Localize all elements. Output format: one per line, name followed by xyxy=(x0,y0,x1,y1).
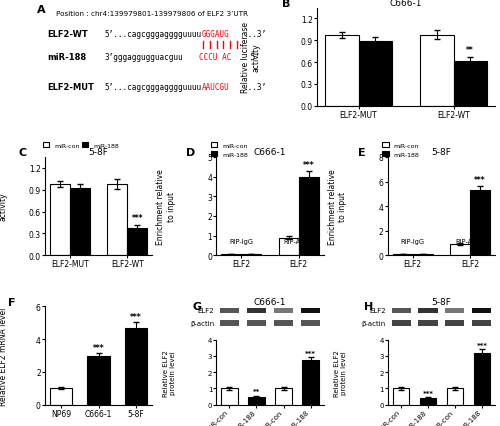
Text: ***: *** xyxy=(93,343,104,352)
Text: G: G xyxy=(193,301,202,311)
Bar xyxy=(474,353,490,405)
Bar xyxy=(274,308,293,313)
Text: ***: *** xyxy=(422,390,434,396)
Y-axis label: Relative luciferase
activity: Relative luciferase activity xyxy=(0,171,8,242)
Text: ELF2-MUT: ELF2-MUT xyxy=(47,83,94,92)
Bar xyxy=(220,320,240,326)
Text: CCCU AC: CCCU AC xyxy=(198,53,231,62)
Text: B: B xyxy=(282,0,290,9)
Bar xyxy=(88,357,110,405)
Bar xyxy=(125,329,148,405)
Bar xyxy=(418,320,438,326)
Y-axis label: Relative ELF2 mRNA level: Relative ELF2 mRNA level xyxy=(0,307,8,405)
Bar xyxy=(70,189,90,256)
Bar xyxy=(445,308,464,313)
Legend: miR-con, miR-188: miR-con, miR-188 xyxy=(43,143,119,149)
Text: E: E xyxy=(358,148,366,158)
Text: H: H xyxy=(364,301,374,311)
Bar xyxy=(302,360,318,405)
Bar xyxy=(392,389,409,405)
Bar xyxy=(298,177,318,256)
Title: C666-1: C666-1 xyxy=(254,148,286,157)
Bar xyxy=(247,320,266,326)
Title: C666-1: C666-1 xyxy=(254,298,286,307)
Bar xyxy=(445,320,464,326)
Bar xyxy=(276,389,291,405)
Text: Position : chr4:139979801-139979806 of ELF2 3’UTR: Position : chr4:139979801-139979806 of E… xyxy=(56,12,248,17)
Bar xyxy=(127,228,148,256)
Text: 5’: 5’ xyxy=(246,53,260,62)
Bar xyxy=(447,389,463,405)
Bar xyxy=(325,36,358,106)
Bar xyxy=(107,185,127,256)
Bar xyxy=(278,238,298,256)
Bar xyxy=(472,320,491,326)
Text: F: F xyxy=(8,297,15,307)
Title: 5-8F: 5-8F xyxy=(432,148,452,157)
Bar xyxy=(392,255,413,256)
Text: ***: *** xyxy=(303,160,314,170)
Bar xyxy=(300,320,320,326)
Text: ELF2: ELF2 xyxy=(369,308,386,314)
Title: 5-8F: 5-8F xyxy=(88,148,108,157)
Y-axis label: Enrichment relative
to input: Enrichment relative to input xyxy=(156,169,176,245)
Text: ELF2-WT: ELF2-WT xyxy=(47,29,88,38)
Text: RIP-Ago2: RIP-Ago2 xyxy=(284,239,314,245)
Y-axis label: Enrichment relative
to input: Enrichment relative to input xyxy=(328,169,347,245)
Y-axis label: Relative ELF2
protein level: Relative ELF2 protein level xyxy=(334,349,347,396)
Title: 5-8F: 5-8F xyxy=(432,298,452,307)
Text: 3’gggaggugguacguu: 3’gggaggugguacguu xyxy=(105,53,184,62)
Bar xyxy=(450,245,470,256)
Text: C: C xyxy=(18,148,26,158)
Text: miR-188: miR-188 xyxy=(47,53,86,62)
Text: ***: *** xyxy=(130,312,142,321)
Text: A: A xyxy=(36,5,45,14)
Title: C666-1: C666-1 xyxy=(390,0,422,8)
Text: RIP-IgG: RIP-IgG xyxy=(230,239,254,245)
Text: β-actin: β-actin xyxy=(190,320,214,326)
Bar xyxy=(413,255,433,256)
Text: ***: *** xyxy=(305,350,316,356)
Bar xyxy=(420,36,454,106)
Bar xyxy=(242,254,262,256)
Bar xyxy=(392,320,411,326)
Text: ***: *** xyxy=(132,213,143,222)
Text: 5’...cagcgggagggguuuu: 5’...cagcgggagggguuuu xyxy=(105,29,202,38)
Bar xyxy=(420,398,436,405)
Text: 5’...cagcgggagggguuuu: 5’...cagcgggagggguuuu xyxy=(105,83,202,92)
Legend: miR-con, miR-188: miR-con, miR-188 xyxy=(211,143,248,157)
Bar xyxy=(50,389,72,405)
Bar xyxy=(220,308,240,313)
Text: RIP-IgG: RIP-IgG xyxy=(401,239,425,245)
Bar xyxy=(50,185,70,256)
Bar xyxy=(392,308,411,313)
Text: β-actin: β-actin xyxy=(362,320,386,326)
Text: ***: *** xyxy=(474,175,486,184)
Text: **: ** xyxy=(253,389,260,394)
Bar xyxy=(470,191,490,256)
Legend: miR-con, miR-188: miR-con, miR-188 xyxy=(382,143,420,157)
Text: ELF2: ELF2 xyxy=(198,308,214,314)
Bar xyxy=(454,61,487,106)
Bar xyxy=(247,308,266,313)
Bar xyxy=(358,42,392,106)
Text: GGGAUG: GGGAUG xyxy=(202,29,230,38)
Text: AAUCGU: AAUCGU xyxy=(202,83,230,92)
Text: **: ** xyxy=(466,46,474,55)
Text: D: D xyxy=(186,148,196,158)
Text: ...3’: ...3’ xyxy=(244,83,266,92)
Bar xyxy=(222,254,242,256)
Text: ***: *** xyxy=(476,343,488,348)
Bar xyxy=(300,308,320,313)
Y-axis label: Relative ELF2
protein level: Relative ELF2 protein level xyxy=(162,349,175,396)
Bar xyxy=(418,308,438,313)
Bar xyxy=(472,308,491,313)
Bar xyxy=(222,389,238,405)
Text: RIP-Ago2: RIP-Ago2 xyxy=(455,239,485,245)
Bar xyxy=(274,320,293,326)
Text: ...3’: ...3’ xyxy=(244,29,266,38)
Bar xyxy=(248,397,264,405)
Y-axis label: Relative luciferase
activity: Relative luciferase activity xyxy=(241,22,260,93)
